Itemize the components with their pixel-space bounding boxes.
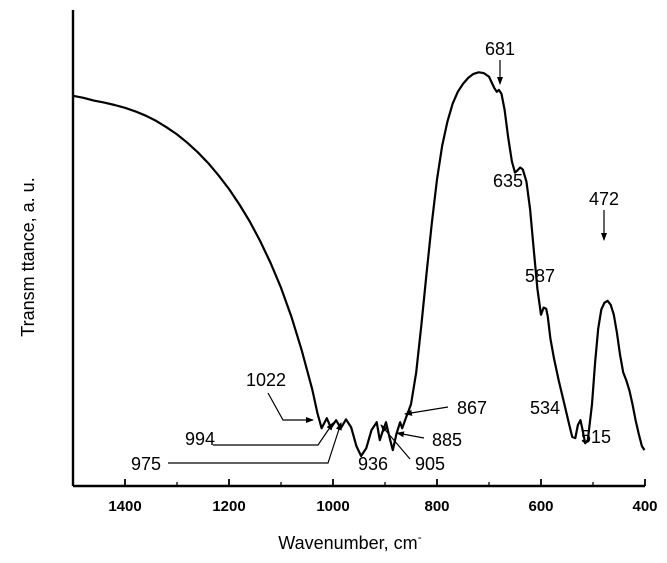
y-axis-title: Transm ttance, a. u.: [18, 177, 38, 336]
peak-arrow-994: [213, 422, 334, 446]
peak-label-515: 515: [581, 427, 611, 447]
x-axis-title-superscript: -: [418, 530, 422, 544]
peak-arrow-885: [396, 431, 425, 439]
spectrum-line: [72, 71, 646, 458]
peak-label-534: 534: [530, 398, 560, 418]
peak-label-635: 635: [493, 171, 523, 191]
x-axis-tick-labels: 1400 1200 1000 800 600 400: [108, 498, 657, 515]
peak-arrow-867: [404, 406, 449, 416]
x-axis-ticks: [72, 479, 646, 486]
peak-label-587: 587: [525, 266, 555, 286]
peak-label-975: 975: [131, 454, 161, 474]
peak-label-867: 867: [457, 398, 487, 418]
peak-label-681: 681: [485, 39, 515, 59]
peak-arrow-905: [380, 424, 411, 460]
peak-annotations: 681 635 587 472 534 515 1022 994 975 936…: [131, 39, 619, 474]
peak-label-1022: 1022: [246, 370, 286, 390]
peak-arrow-1022: [267, 392, 314, 423]
peak-label-885: 885: [432, 430, 462, 450]
x-tick-label-400: 400: [632, 498, 657, 515]
x-tick-label-800: 800: [424, 498, 449, 515]
x-tick-label-1200: 1200: [212, 498, 245, 515]
peak-label-994: 994: [185, 429, 215, 449]
peak-label-936: 936: [358, 454, 388, 474]
x-axis-title: Wavenumber, cm-: [278, 530, 421, 553]
peak-arrow-975: [168, 422, 342, 464]
x-tick-label-1400: 1400: [108, 498, 141, 515]
x-tick-label-1000: 1000: [316, 498, 349, 515]
peak-label-472: 472: [589, 189, 619, 209]
x-tick-label-600: 600: [528, 498, 553, 515]
peak-label-905: 905: [415, 454, 445, 474]
